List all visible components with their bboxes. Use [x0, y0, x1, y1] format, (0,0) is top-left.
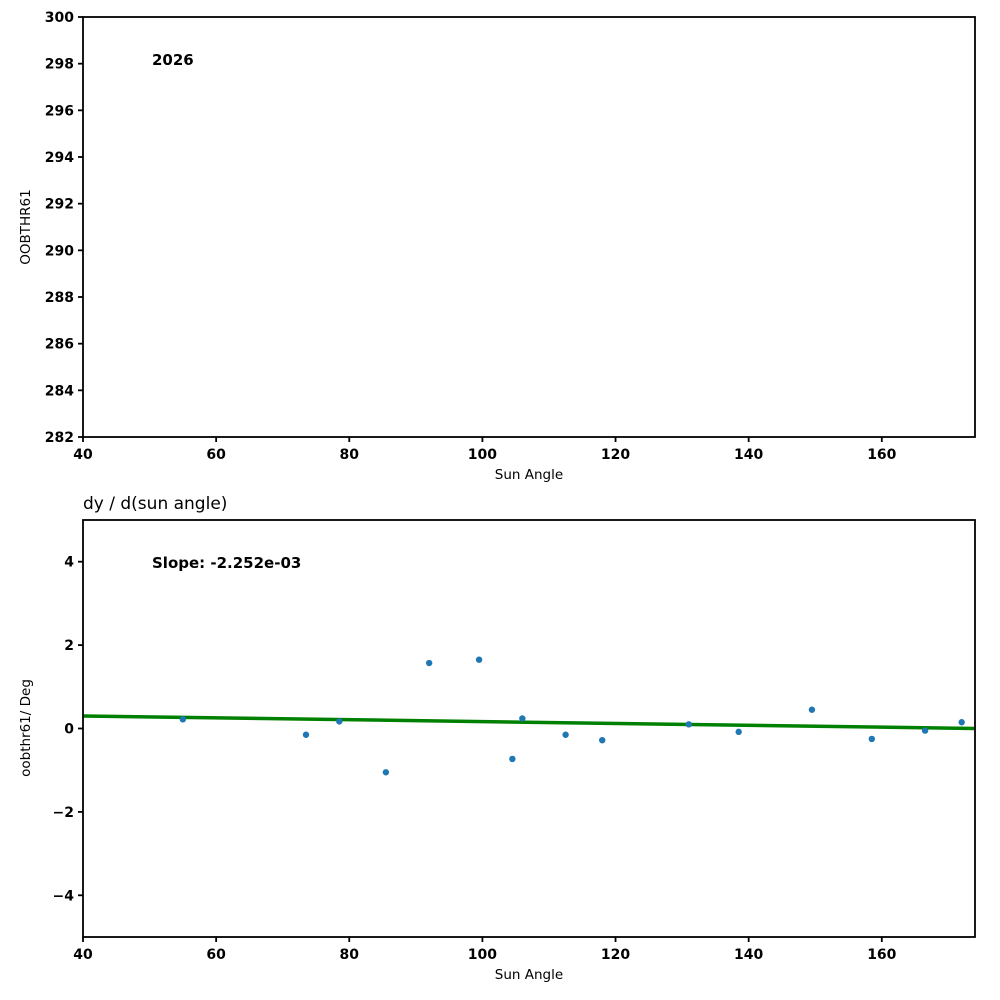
bottom-chart-annotation: Slope: -2.252e-03 [152, 554, 301, 572]
x-tick-label: 140 [734, 447, 763, 463]
scatter-point [958, 719, 965, 726]
y-tick-label: 292 [45, 197, 74, 213]
x-tick-label: 40 [73, 947, 93, 963]
x-tick-label: 140 [734, 947, 763, 963]
bottom-chart-y-axis-label: oobthr61/ Deg [18, 679, 34, 777]
top-chart-x-axis-label: Sun Angle [495, 467, 563, 483]
fit-line [82, 714, 976, 731]
scatter-point [599, 736, 606, 744]
x-tick-label: 120 [601, 447, 630, 463]
scatter-point [685, 721, 692, 728]
x-tick-label: 60 [206, 447, 226, 463]
x-tick-label: 80 [340, 447, 360, 463]
top-chart-y-axis-label: OOBTHR61 [18, 189, 34, 264]
y-tick-label: 294 [45, 150, 74, 166]
y-tick-label: 300 [45, 10, 74, 26]
scatter-point [519, 715, 526, 722]
y-tick-label: 288 [45, 290, 74, 306]
y-tick-label: 286 [45, 337, 74, 353]
scatter-point [562, 731, 569, 738]
scatter-point [179, 716, 187, 723]
x-tick-label: 60 [206, 947, 226, 963]
bottom-chart-title: dy / d(sun angle) [83, 494, 227, 514]
plot-border [82, 16, 976, 438]
x-tick-label: 100 [468, 447, 497, 463]
plot-border [82, 519, 976, 938]
scatter-point [302, 731, 310, 738]
bottom-chart-text: dy / d(sun angle) Slope: -2.252e-03 Sun … [18, 494, 563, 983]
y-tick-label: 282 [45, 430, 74, 446]
y-tick-label: −4 [53, 888, 75, 904]
top-chart-plot: 40 60 80 100 120 140 160 282 284 286 288 290 292 294 2… [45, 10, 976, 463]
y-tick-label: 298 [45, 57, 74, 73]
top-chart-annotation: 2026 [152, 51, 194, 69]
scatter-point [382, 769, 390, 776]
x-tick-label: 160 [867, 947, 896, 963]
y-tick-label: 2 [64, 638, 74, 654]
y-tick-label: 296 [45, 103, 74, 119]
scatter-point [336, 718, 343, 725]
x-tick-label: 120 [601, 947, 630, 963]
x-tick-label: 100 [468, 947, 497, 963]
scatter-point [808, 706, 816, 713]
x-tick-label: 40 [73, 447, 93, 463]
scatter-point [921, 727, 929, 734]
scatter-point [509, 755, 516, 763]
scatter-point [868, 735, 876, 743]
x-tick-label: 160 [867, 447, 896, 463]
y-tick-label: 4 [64, 555, 74, 571]
top-chart-text: 2026 Sun Angle OOBTHR61 [18, 51, 563, 483]
scatter-point [425, 659, 433, 667]
scatter-point [475, 656, 483, 663]
scatter-point [735, 728, 742, 736]
y-tick-label: 0 [64, 722, 74, 738]
bottom-chart-plot: 40 60 80 100 120 140 160 −4 −2 0 2 4 [53, 519, 976, 963]
x-tick-label: 80 [340, 947, 360, 963]
y-tick-label: 284 [45, 383, 74, 399]
y-tick-label: −2 [53, 805, 74, 821]
bottom-chart-x-axis-label: Sun Angle [495, 967, 563, 983]
y-tick-label: 290 [45, 243, 74, 259]
